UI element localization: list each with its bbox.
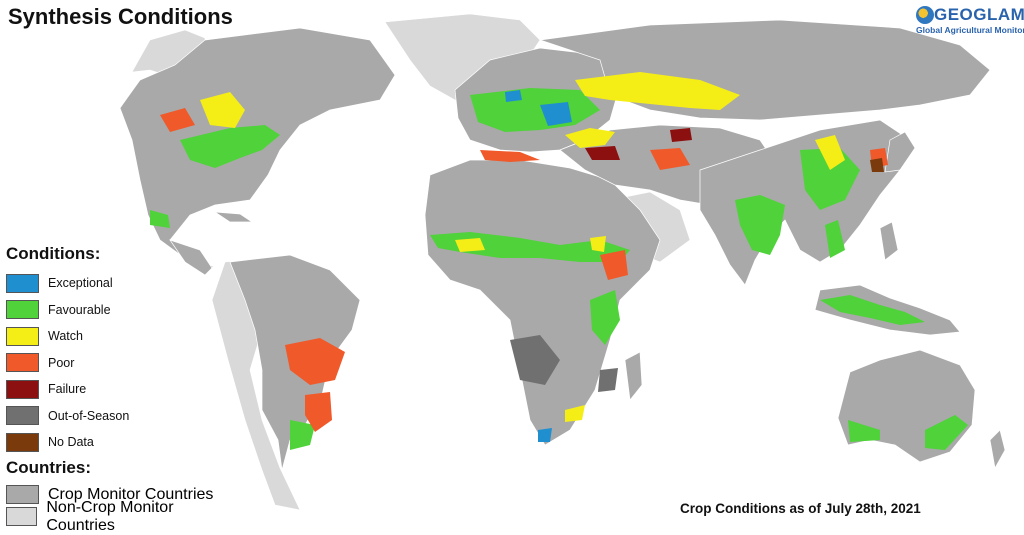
logo-subtitle: Global Agricultural Monitoring xyxy=(916,25,1024,35)
legend-label-poor: Poor xyxy=(48,355,75,370)
legend-label-exceptional: Exceptional xyxy=(48,276,113,291)
legend-swatch-watch xyxy=(6,326,39,346)
legend-label-failure: Failure xyxy=(48,382,87,397)
countries-list: Crop Monitor Countries Non-Crop Monitor C… xyxy=(6,484,236,534)
legend-swatch-failure xyxy=(6,379,39,399)
legend-swatch-crop-monitor-countries xyxy=(6,485,39,504)
legend-label-favourable: Favourable xyxy=(48,302,111,317)
condition-out-of-season-areas xyxy=(510,335,618,392)
legend-label-non-crop-monitor-countries: Non-Crop Monitor Countries xyxy=(46,498,174,534)
legend-swatch-no-data xyxy=(6,432,39,452)
geoglam-logo: GEOGLAM Global Agricultural Monitoring xyxy=(912,4,1024,38)
legend-label-crop-monitor-countries: Crop Monitor Countries xyxy=(48,485,214,503)
legend-item-poor: Poor xyxy=(6,350,236,377)
legend-swatch-exceptional xyxy=(6,273,39,293)
condition-poor-areas xyxy=(160,108,888,432)
legend-item-exceptional: Exceptional xyxy=(6,270,236,297)
legend-country-crop-monitor-countries: Crop Monitor Countries xyxy=(6,484,236,506)
conditions-heading: Conditions: xyxy=(6,244,101,263)
legend-swatch-favourable xyxy=(6,300,39,320)
legend-swatch-poor xyxy=(6,353,39,373)
legend-item-out-of-season: Out-of-Season xyxy=(6,403,236,430)
legend-label-watch: Watch xyxy=(48,329,83,344)
condition-no-data-areas xyxy=(870,158,884,172)
legend-label-out-of-season: Out-of-Season xyxy=(48,408,130,423)
condition-exceptional-areas xyxy=(505,90,572,442)
legend-item-watch: Watch xyxy=(6,323,236,350)
legend-country-non-crop-monitor-countries: Non-Crop Monitor Countries xyxy=(6,499,236,534)
map-title: Synthesis Conditions xyxy=(8,4,233,29)
crop-conditions-date: Crop Conditions as of July 28th, 2021 xyxy=(680,501,921,516)
legend-item-failure: Failure xyxy=(6,376,236,403)
legend-label-no-data: No Data xyxy=(48,435,94,450)
conditions-list: Exceptional Favourable Watch Poor Failure Out… xyxy=(6,270,236,456)
legend-item-favourable: Favourable xyxy=(6,297,236,324)
condition-failure-areas xyxy=(585,128,692,160)
countries-heading: Countries: xyxy=(6,457,91,477)
logo-name: GEOGLAM xyxy=(934,5,1024,24)
globe-icon xyxy=(916,6,934,24)
map-legend: Conditions: Exceptional Favourable Watch Po… xyxy=(6,244,236,534)
legend-swatch-out-of-season xyxy=(6,406,39,426)
legend-item-no-data: No Data xyxy=(6,429,236,456)
legend-swatch-non-crop-monitor-countries xyxy=(6,507,38,526)
condition-watch-areas xyxy=(200,72,845,422)
